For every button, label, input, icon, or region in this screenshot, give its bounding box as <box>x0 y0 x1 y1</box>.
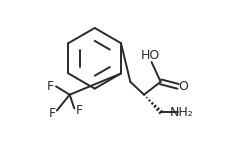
Text: HO: HO <box>141 49 160 62</box>
Text: O: O <box>179 80 189 93</box>
Text: NH₂: NH₂ <box>170 106 194 119</box>
Text: F: F <box>76 104 83 117</box>
Text: F: F <box>49 107 56 120</box>
Text: F: F <box>47 80 54 93</box>
